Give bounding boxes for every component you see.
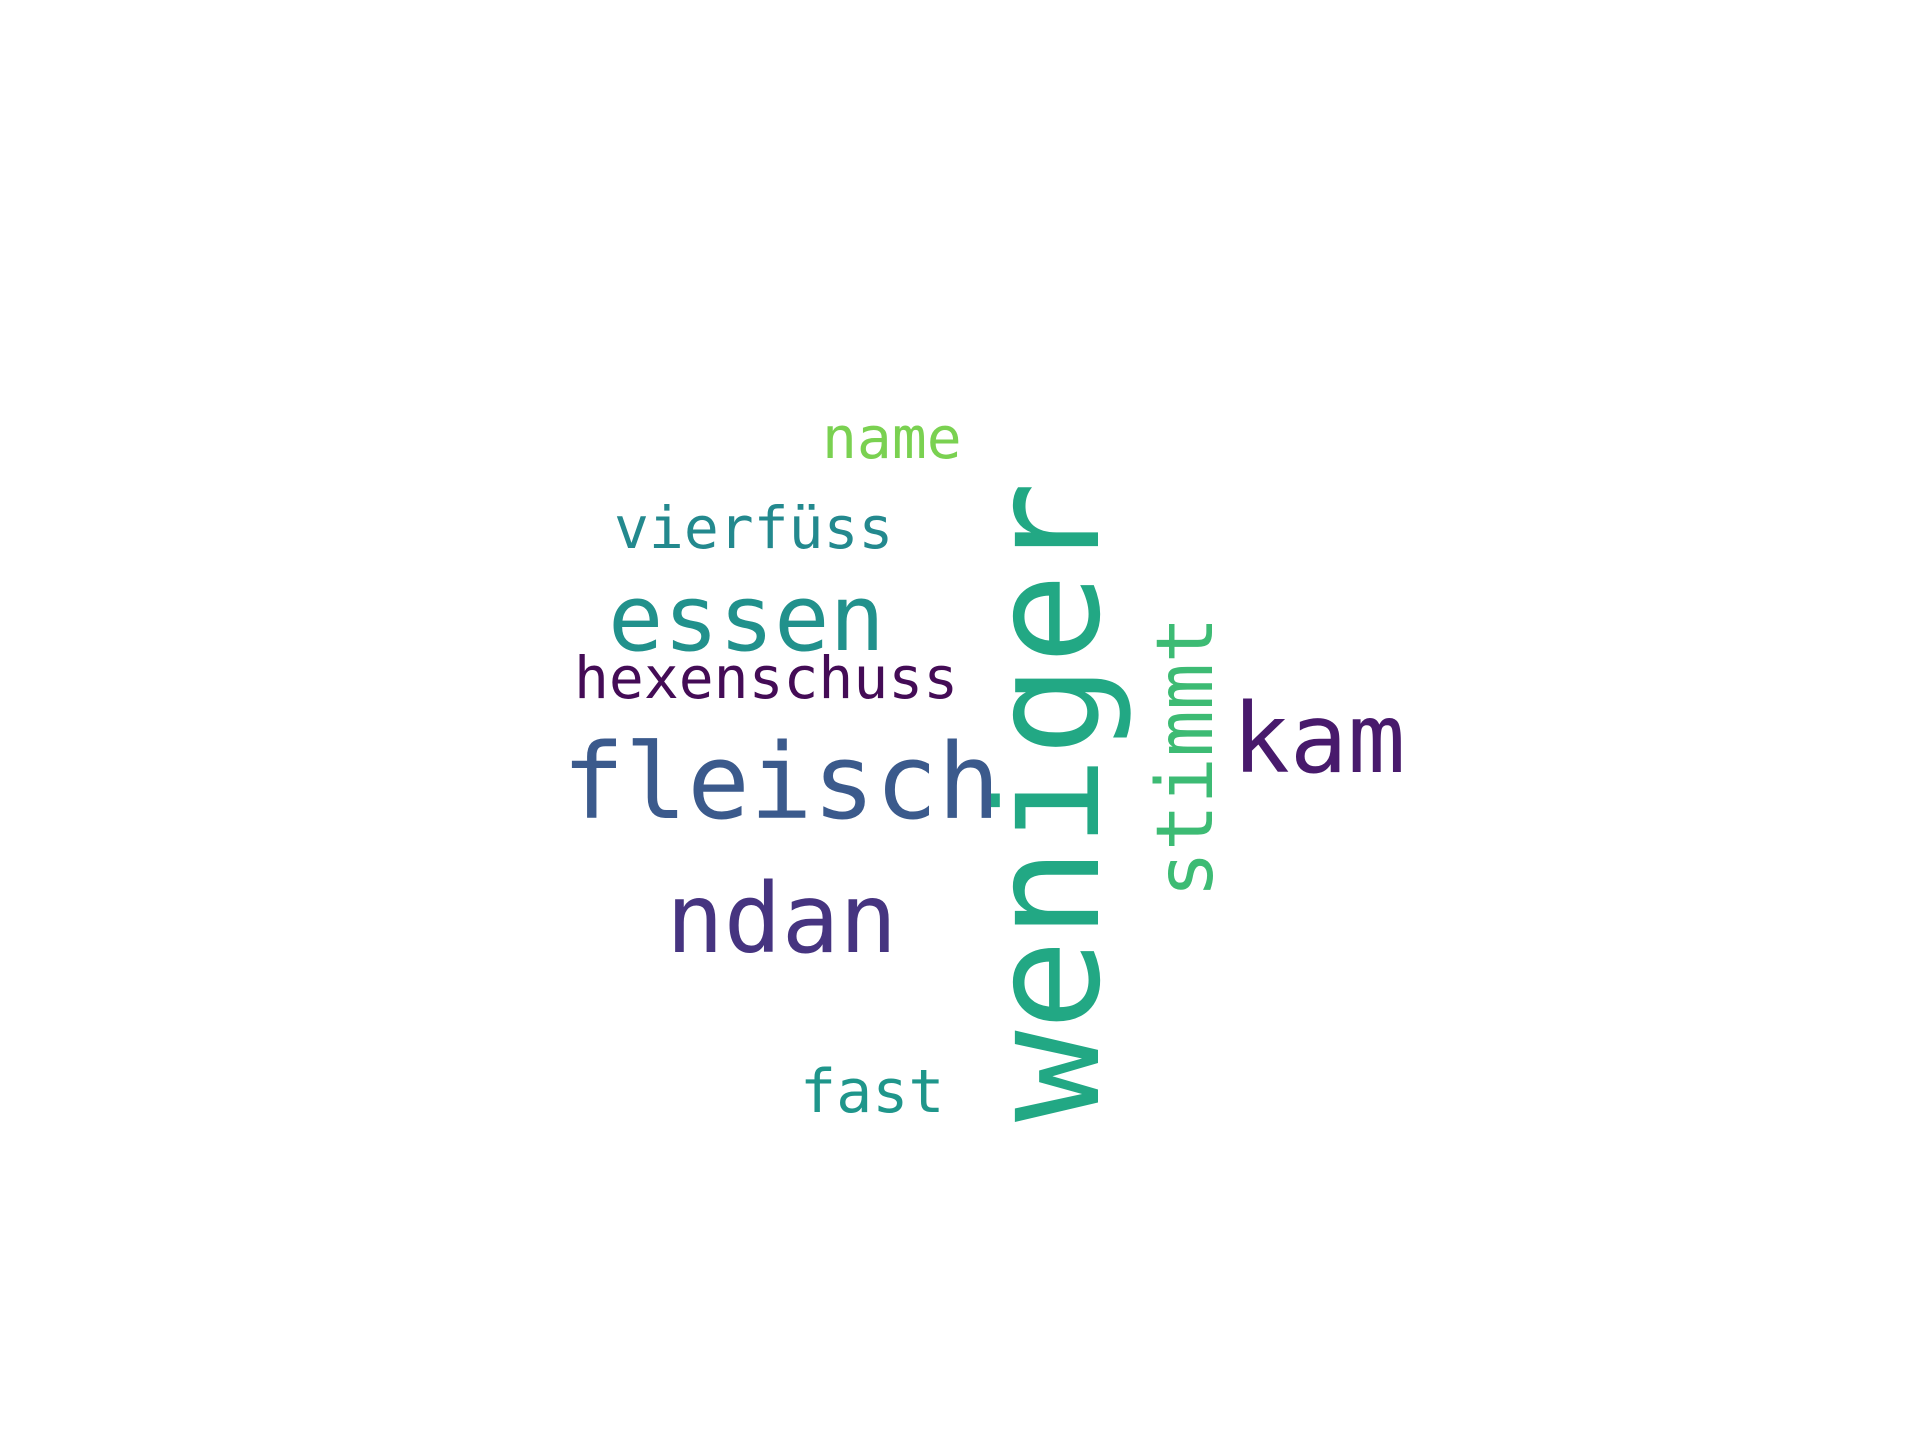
word-ndan: ndan [666, 863, 897, 975]
word-kam: kam [1232, 683, 1405, 795]
word-name: name [822, 404, 962, 472]
word-fast: fast [800, 1057, 945, 1127]
word-vierfuss: vierfüss [614, 494, 893, 562]
word-fleisch: fleisch [562, 721, 1000, 843]
word-essen: essen [608, 565, 885, 672]
word-hexenschuss: hexenschuss [574, 644, 958, 712]
word-weniger: weniger [957, 481, 1134, 1122]
word-stimmt: stimmt [1141, 616, 1231, 898]
